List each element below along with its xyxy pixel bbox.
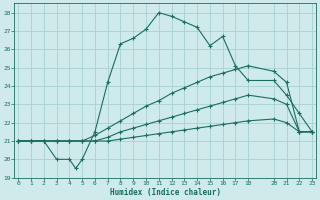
X-axis label: Humidex (Indice chaleur): Humidex (Indice chaleur) bbox=[110, 188, 221, 197]
